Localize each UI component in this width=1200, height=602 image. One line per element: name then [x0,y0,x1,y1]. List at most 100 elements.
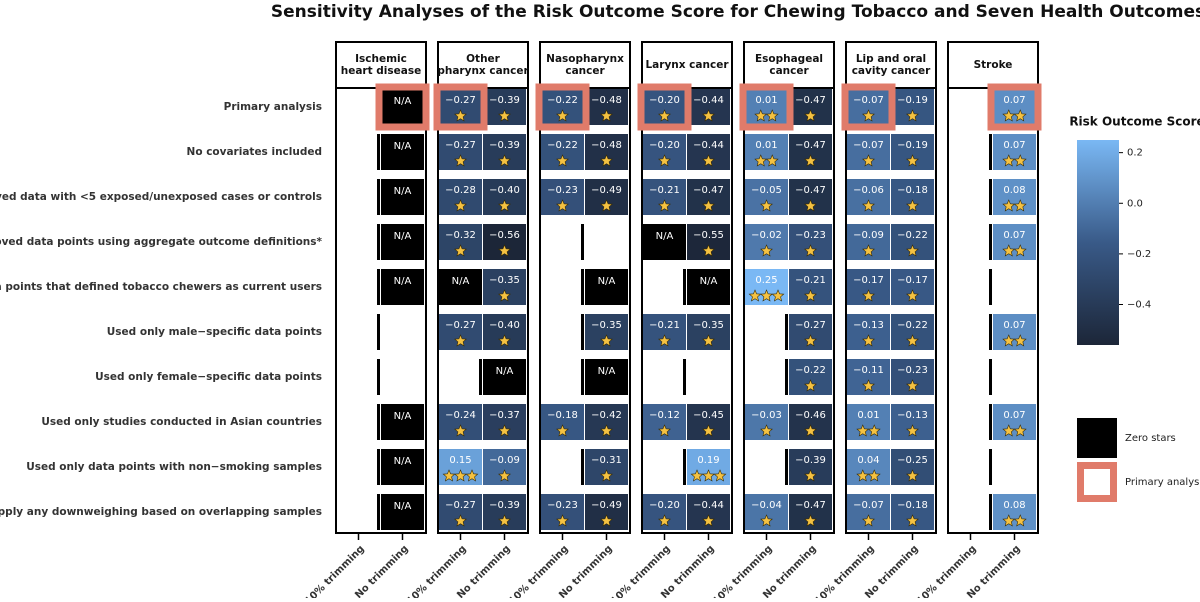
star [754,154,768,167]
cell-label: −0.09 [489,455,520,466]
cell-label: 0.07 [1003,320,1025,331]
cell-label: −0.18 [547,410,578,421]
cell-label: N/A [394,186,412,197]
separator-bar [989,404,992,440]
cell-label: −0.35 [591,320,622,331]
panel-title: Other [466,53,501,65]
star [1013,199,1027,212]
separator-bar [581,359,584,395]
cell-label: −0.40 [489,185,520,196]
cell-label: 0.07 [1003,95,1025,106]
cell-label: N/A [598,276,616,287]
colorbar-tick-label: −0.2 [1127,249,1151,260]
cell [993,179,1036,215]
panel-title: Ischemic [355,53,407,65]
star [760,514,773,527]
row-label: Used only data points that defined tobac… [0,281,322,293]
cell-label: −0.49 [591,185,622,196]
star [600,334,613,347]
cell-label: 0.01 [857,410,879,421]
star [498,244,511,257]
separator-bar [581,314,584,350]
separator-bar [683,359,686,395]
star [702,334,715,347]
cell-label: −0.32 [445,230,476,241]
separator-bar [683,269,686,305]
cell-label: −0.22 [897,230,928,241]
star [498,469,511,482]
separator-bar [581,449,584,485]
cell-label: N/A [394,456,412,467]
primary-highlight [841,83,896,131]
panel-header [335,41,427,89]
cell-label: −0.37 [489,410,520,421]
cell-label: 0.08 [1003,500,1025,511]
cell-label: −0.21 [649,185,680,196]
cell-label: −0.13 [897,410,928,421]
cell [381,134,424,170]
row-label: Used only data points with non−smoking s… [26,461,322,473]
cell-label: −0.23 [897,365,928,376]
cell [381,494,424,530]
cell-label: 0.08 [1003,185,1025,196]
star [862,109,875,122]
star [600,154,613,167]
star [804,514,817,527]
star [1002,514,1016,527]
cell-label: 0.01 [755,95,777,106]
cell-label: −0.48 [591,95,622,106]
cell-label: −0.19 [897,140,928,151]
cell-label: −0.44 [693,95,724,106]
cell [381,224,424,260]
separator-bar [377,314,380,350]
star [556,109,569,122]
star [856,424,870,437]
colorbar-tick-label: 0.2 [1127,148,1143,159]
separator-bar [989,224,992,260]
cell-label: −0.40 [489,320,520,331]
cell-label: −0.47 [795,140,826,151]
star [1013,514,1027,527]
star [1002,334,1016,347]
separator-bar [785,449,788,485]
cell-label: −0.39 [489,500,520,511]
cell [993,404,1036,440]
primary-highlight [433,83,488,131]
cell-label: −0.48 [591,140,622,151]
star [760,424,773,437]
star [702,109,715,122]
star [804,469,817,482]
cell-label: N/A [452,276,470,287]
cell-label: −0.27 [445,95,476,106]
chart-title: Sensitivity Analyses of the Risk Outcome… [271,2,1200,22]
row-label: Used only male−specific data points [107,326,322,338]
cell-label: N/A [700,276,718,287]
cell-label: −0.24 [445,410,476,421]
separator-bar [785,314,788,350]
cell-label: −0.17 [853,275,884,286]
star [760,244,773,257]
cell-label: −0.46 [795,410,826,421]
separator-bar [377,404,380,440]
star [702,199,715,212]
cell-label: −0.39 [489,95,520,106]
cell-label: −0.05 [751,185,782,196]
cell [847,449,890,485]
separator-bar [989,269,992,305]
cell [483,359,526,395]
star [867,424,881,437]
star [862,379,875,392]
star [760,199,773,212]
cell-label: −0.11 [853,365,884,376]
colorbar-tick-label: −0.4 [1127,300,1151,311]
cell-label: −0.35 [693,320,724,331]
cell-label: −0.07 [853,500,884,511]
panel-title: heart disease [341,65,421,77]
primary-highlight [535,83,590,131]
cell [993,224,1036,260]
row-label: Used only female−specific data points [95,371,322,383]
legend-label: Zero stars [1125,433,1176,444]
separator-bar [989,134,992,170]
star [702,244,715,257]
